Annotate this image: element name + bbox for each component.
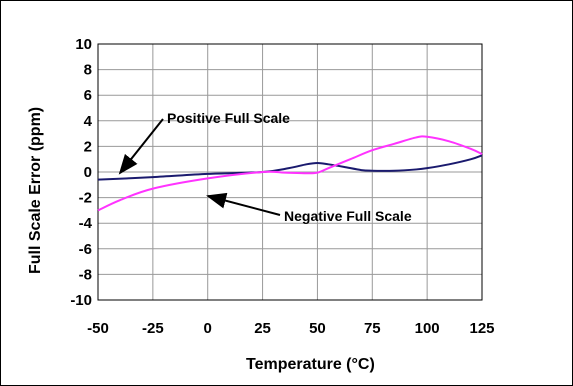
y-tick-labels: 10 8 6 4 2 0 -2 -4 -6 -8 -10 [70, 36, 92, 309]
y-tick-label: -10 [70, 292, 92, 309]
series-line-positive-full-scale [97, 154, 483, 181]
negative-full-scale-annotation: Negative Full Scale [284, 208, 412, 224]
y-tick-label: -2 [79, 190, 92, 207]
y-axis-title: Full Scale Error (ppm) [27, 107, 44, 274]
y-tick-label: 6 [84, 87, 92, 104]
y-tick-label: 0 [84, 164, 92, 181]
x-tick-label: 75 [364, 320, 381, 337]
y-tick-label: -4 [79, 215, 93, 232]
x-axis-title: Temperature (°C) [246, 356, 375, 373]
x-tick-label: -50 [87, 320, 109, 337]
y-tick-label: -6 [79, 241, 92, 258]
plot-area-border [97, 43, 483, 301]
x-tick-labels: -50 -25 0 25 50 75 100 125 [87, 320, 494, 337]
y-tick-label: 4 [84, 113, 93, 130]
x-tick-label: 100 [415, 320, 440, 337]
y-tick-label: 10 [75, 36, 92, 53]
negative-annotation-arrow [206, 192, 281, 216]
y-tick-label: -8 [79, 266, 92, 283]
positive-full-scale-annotation: Positive Full Scale [167, 110, 290, 126]
x-tick-label: 25 [254, 320, 271, 337]
x-tick-label: -25 [142, 320, 164, 337]
series-lines [97, 135, 483, 212]
y-tick-label: 2 [84, 138, 92, 155]
x-tick-label: 125 [469, 320, 494, 337]
y-tick-label: 8 [84, 62, 92, 79]
x-tick-label: 50 [309, 320, 326, 337]
x-tick-label: 0 [204, 320, 212, 337]
positive-annotation-arrow [118, 118, 164, 175]
series-line-negative-full-scale [97, 135, 483, 212]
